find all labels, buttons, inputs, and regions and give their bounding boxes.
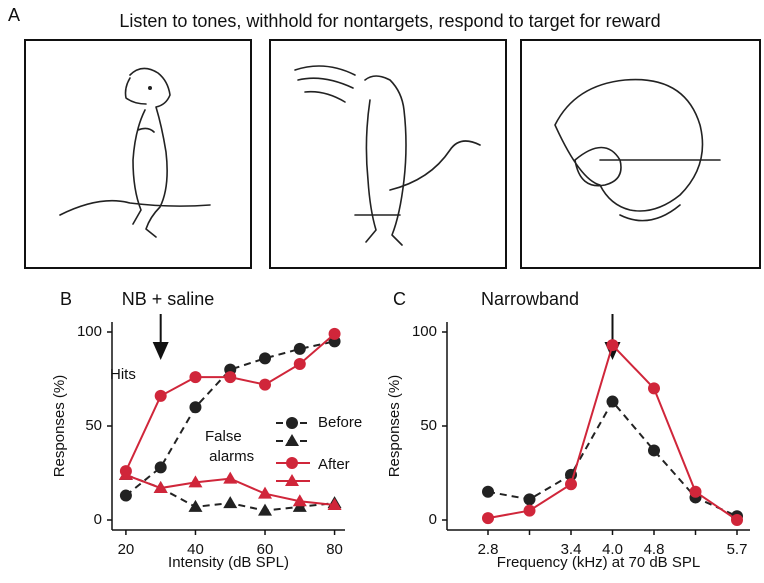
annotation: NB + saline bbox=[122, 289, 215, 309]
illustrations bbox=[24, 39, 761, 269]
panel-label: A bbox=[8, 5, 20, 25]
legend-marker bbox=[286, 417, 298, 429]
x-axis-label: Intensity (dB SPL) bbox=[168, 554, 289, 571]
y-tick-label: 100 bbox=[412, 323, 437, 340]
marker-circle bbox=[154, 461, 167, 474]
marker-circle bbox=[606, 395, 619, 408]
marker-circle bbox=[328, 327, 341, 340]
x-axis-label: Frequency (kHz) at 70 dB SPL bbox=[497, 554, 700, 571]
panel-label: B bbox=[60, 289, 72, 309]
legend-marker bbox=[285, 474, 299, 486]
marker-circle bbox=[731, 514, 743, 526]
group-label: Hits bbox=[110, 366, 136, 383]
marker-circle bbox=[259, 378, 272, 391]
x-tick-label: 5.7 bbox=[727, 541, 748, 558]
marker-circle bbox=[119, 465, 132, 478]
legend-label: After bbox=[318, 456, 350, 473]
marker-triangle bbox=[223, 471, 238, 484]
legend-marker bbox=[285, 434, 299, 446]
legend-marker bbox=[286, 457, 298, 469]
marker-circle bbox=[606, 339, 619, 352]
y-tick-label: 50 bbox=[420, 417, 437, 434]
marker-circle bbox=[224, 371, 237, 384]
group-label: False alarms bbox=[205, 428, 254, 465]
y-axis-label: Responses (%) bbox=[51, 375, 68, 478]
arrow-head bbox=[152, 342, 169, 360]
x-tick-label: 2.8 bbox=[478, 541, 499, 558]
marker-circle bbox=[648, 382, 660, 395]
marker-circle bbox=[523, 504, 536, 517]
marker-circle bbox=[482, 485, 494, 498]
marker-circle bbox=[259, 352, 272, 365]
marker-circle bbox=[189, 371, 202, 384]
marker-triangle bbox=[223, 496, 238, 509]
annotation: Narrowband bbox=[481, 289, 579, 309]
marker-circle bbox=[482, 512, 494, 525]
x-tick-label: 20 bbox=[118, 541, 135, 558]
y-tick-label: 0 bbox=[429, 511, 437, 528]
y-tick-label: 50 bbox=[85, 417, 102, 434]
x-tick-label: 40 bbox=[187, 541, 204, 558]
marker-circle bbox=[119, 489, 132, 502]
x-tick-label: 80 bbox=[326, 541, 343, 558]
x-tick-label: 4.0 bbox=[602, 541, 623, 558]
marker-triangle bbox=[292, 494, 307, 507]
marker-circle bbox=[689, 485, 702, 498]
legend-label: Before bbox=[318, 414, 362, 431]
marker-circle bbox=[523, 493, 536, 506]
panel-label: C bbox=[393, 289, 406, 309]
x-tick-label: 4.8 bbox=[644, 541, 665, 558]
marker-triangle bbox=[327, 497, 342, 510]
marker-triangle bbox=[153, 481, 168, 494]
caption: Listen to tones, withhold for nontargets… bbox=[119, 11, 660, 31]
marker-circle bbox=[648, 444, 660, 457]
x-tick-label: 3.4 bbox=[561, 541, 582, 558]
marker-circle bbox=[154, 389, 167, 402]
y-tick-label: 0 bbox=[94, 511, 102, 528]
marker-circle bbox=[189, 401, 202, 414]
marker-circle bbox=[293, 357, 306, 370]
y-axis-label: Responses (%) bbox=[386, 375, 403, 478]
y-tick-label: 100 bbox=[77, 323, 102, 340]
marker-circle bbox=[565, 478, 577, 491]
x-tick-label: 60 bbox=[257, 541, 274, 558]
marker-circle bbox=[293, 342, 306, 355]
marker-triangle bbox=[188, 475, 203, 488]
marker-triangle bbox=[258, 503, 273, 516]
marker-triangle bbox=[258, 486, 273, 499]
marker-triangle bbox=[188, 499, 203, 512]
